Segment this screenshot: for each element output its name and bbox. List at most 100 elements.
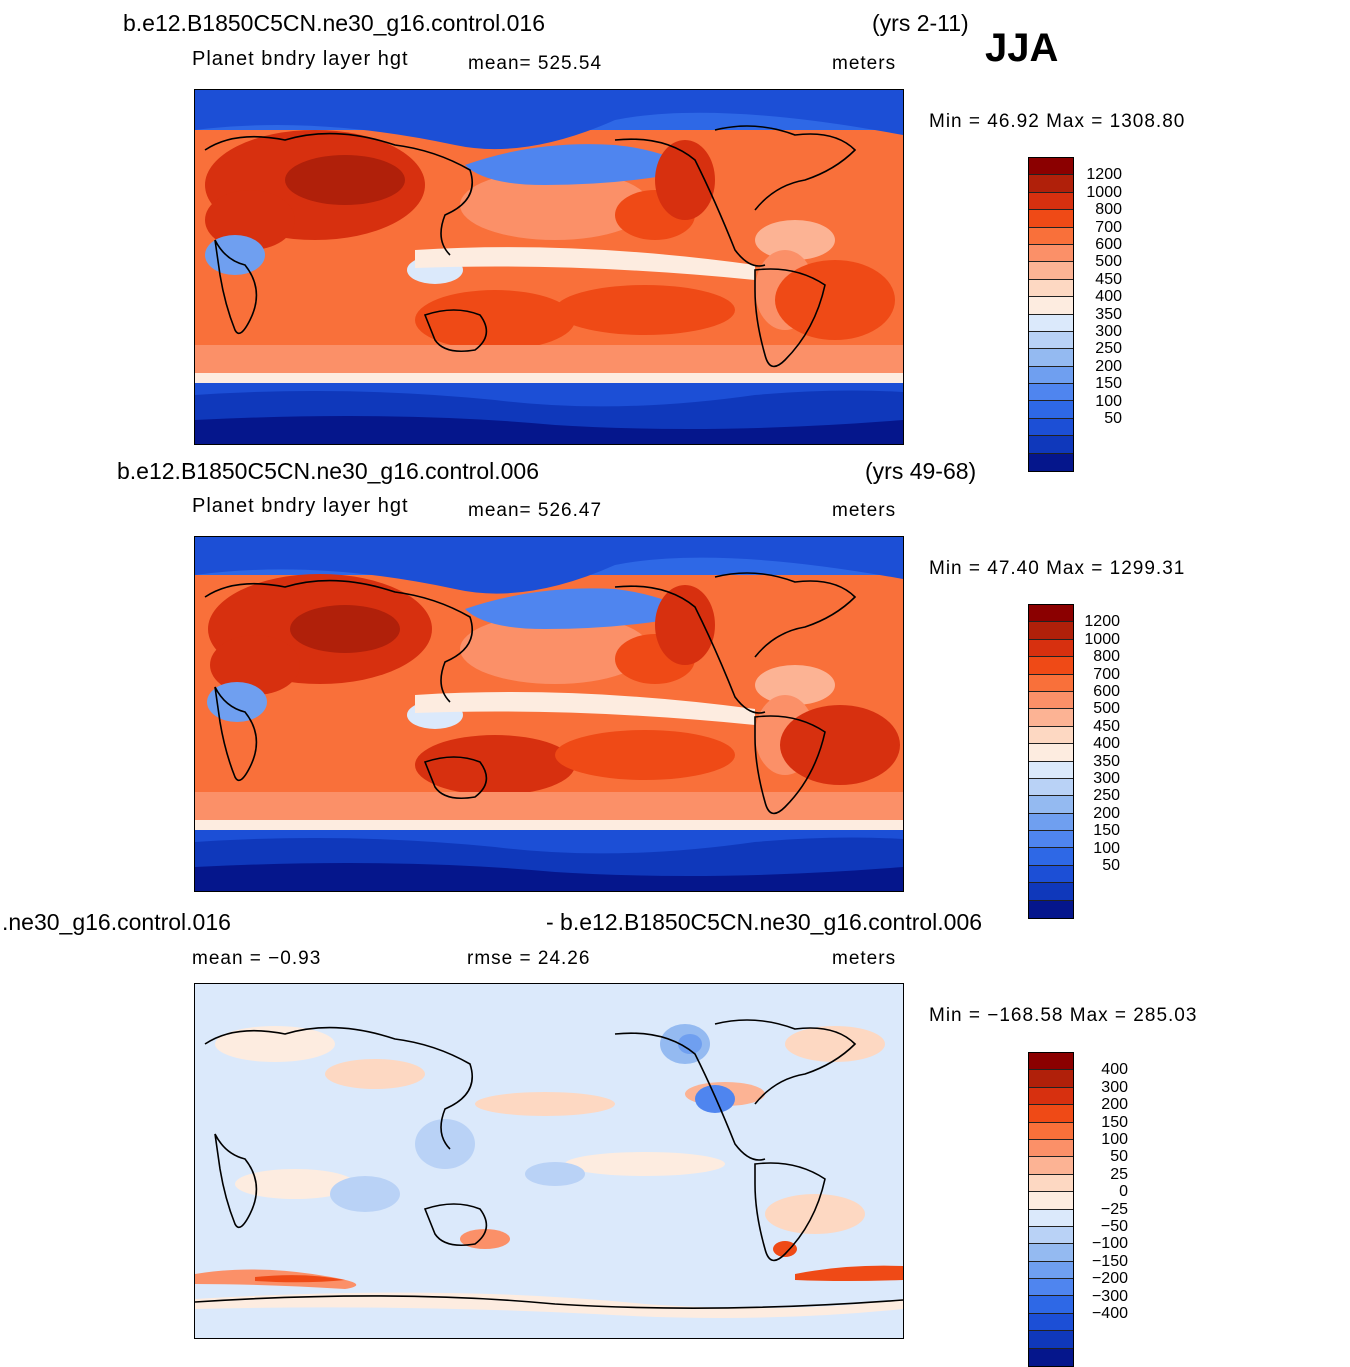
colorbar-swatch xyxy=(1029,1157,1073,1175)
colorbar-label: 400 xyxy=(1095,288,1122,306)
colorbar-label: −100 xyxy=(1091,1235,1128,1253)
colorbar-label: 400 xyxy=(1093,735,1120,753)
colorbar-swatch xyxy=(1029,1122,1073,1140)
colorbar-swatch xyxy=(1029,622,1073,640)
colorbar-swatch xyxy=(1029,314,1073,332)
colorbar-label: −300 xyxy=(1091,1287,1128,1305)
colorbar-swatch xyxy=(1029,227,1073,245)
colorbar-swatch xyxy=(1029,796,1073,814)
colorbar-swatch xyxy=(1029,331,1073,350)
colorbar-swatch xyxy=(1029,605,1073,623)
colorbar-swatch xyxy=(1029,813,1073,832)
colorbar-label: 450 xyxy=(1095,270,1122,288)
colorbar-swatch xyxy=(1029,674,1073,692)
colorbar-label: 150 xyxy=(1095,375,1122,393)
colorbar-swatch xyxy=(1029,436,1073,454)
colorbar-label: 0 xyxy=(1119,1183,1128,1201)
panel3-colorbar xyxy=(1028,1052,1074,1367)
panel1-mean: mean= 525.54 xyxy=(468,53,603,74)
colorbar-label: 100 xyxy=(1095,392,1122,410)
colorbar-label: −25 xyxy=(1100,1200,1128,1218)
panel2-minmax: Min = 47.40 Max = 1299.31 xyxy=(929,558,1186,579)
colorbar-swatch xyxy=(1029,778,1073,797)
colorbar-label: 25 xyxy=(1110,1165,1128,1183)
colorbar-label: 200 xyxy=(1101,1096,1128,1114)
panel1-case-title: b.e12.B1850C5CN.ne30_g16.control.016 xyxy=(123,10,545,36)
colorbar-swatch xyxy=(1029,744,1073,762)
colorbar-label: −200 xyxy=(1091,1270,1128,1288)
colorbar-label: 250 xyxy=(1093,787,1120,805)
colorbar-swatch xyxy=(1029,1139,1073,1158)
colorbar-swatch xyxy=(1029,865,1073,884)
colorbar-swatch xyxy=(1029,1348,1073,1367)
panel2-map-field xyxy=(195,537,903,891)
colorbar-label: 300 xyxy=(1095,323,1122,340)
panel2-case-title: b.e12.B1850C5CN.ne30_g16.control.006 xyxy=(117,458,539,484)
panel1-colorbar xyxy=(1028,157,1074,473)
colorbar-label: 200 xyxy=(1095,357,1122,375)
colorbar-label: 400 xyxy=(1101,1061,1128,1079)
colorbar-label: 500 xyxy=(1095,253,1122,271)
colorbar-swatch xyxy=(1029,883,1073,901)
colorbar-label: 800 xyxy=(1095,201,1122,219)
colorbar-swatch xyxy=(1029,297,1073,315)
colorbar-label: 700 xyxy=(1095,218,1122,236)
colorbar-swatch xyxy=(1029,1070,1073,1088)
colorbar-label: 150 xyxy=(1093,822,1120,840)
colorbar-label: 350 xyxy=(1095,305,1122,323)
colorbar-swatch xyxy=(1029,262,1073,280)
colorbar-swatch xyxy=(1029,900,1073,919)
panel1-map xyxy=(194,89,904,445)
colorbar-label: 150 xyxy=(1101,1113,1128,1131)
colorbar-swatch xyxy=(1029,158,1073,176)
colorbar-swatch xyxy=(1029,192,1073,211)
panel1-minmax: Min = 46.92 Max = 1308.80 xyxy=(929,111,1186,132)
colorbar-label: 300 xyxy=(1101,1078,1128,1096)
colorbar-swatch xyxy=(1029,1331,1073,1349)
colorbar-swatch xyxy=(1029,175,1073,193)
panel3-units: meters xyxy=(832,948,897,969)
colorbar-swatch xyxy=(1029,639,1073,658)
colorbar-swatch xyxy=(1029,1296,1073,1314)
colorbar-swatch xyxy=(1029,1261,1073,1280)
colorbar-swatch xyxy=(1029,244,1073,263)
panel3-map xyxy=(194,983,904,1339)
colorbar-label: 1000 xyxy=(1086,183,1122,201)
colorbar-label: 450 xyxy=(1093,717,1120,735)
colorbar-swatch xyxy=(1029,691,1073,710)
season-label: JJA xyxy=(985,26,1059,70)
colorbar-swatch xyxy=(1029,1313,1073,1332)
colorbar-swatch xyxy=(1029,1174,1073,1193)
panel3-case-title-left: .ne30_g16.control.016 xyxy=(2,909,231,935)
colorbar-swatch xyxy=(1029,761,1073,779)
colorbar-label: 200 xyxy=(1093,804,1120,822)
panel1-years: (yrs 2-11) xyxy=(872,10,969,36)
colorbar-swatch xyxy=(1029,726,1073,745)
colorbar-swatch xyxy=(1029,366,1073,385)
colorbar-label: 50 xyxy=(1110,1148,1128,1166)
colorbar-swatch xyxy=(1029,1192,1073,1210)
colorbar-label: 1000 xyxy=(1084,630,1120,648)
colorbar-label: 50 xyxy=(1102,857,1120,874)
colorbar-label: 600 xyxy=(1093,683,1120,700)
panel1-variable-name: Planet bndry layer hgt xyxy=(192,48,409,70)
panel2-colorbar xyxy=(1028,604,1074,920)
colorbar-swatch xyxy=(1029,1226,1073,1245)
colorbar-label: 1200 xyxy=(1084,613,1120,631)
colorbar-swatch xyxy=(1029,848,1073,866)
colorbar-swatch xyxy=(1029,279,1073,298)
colorbar-label: 250 xyxy=(1095,340,1122,358)
colorbar-label: 350 xyxy=(1093,752,1120,770)
colorbar-swatch xyxy=(1029,384,1073,402)
colorbar-swatch xyxy=(1029,418,1073,437)
colorbar-label: −150 xyxy=(1091,1252,1128,1270)
colorbar-label: 700 xyxy=(1093,665,1120,683)
colorbar-label: −400 xyxy=(1091,1305,1128,1322)
panel2-units: meters xyxy=(832,500,897,521)
colorbar-label: 800 xyxy=(1093,648,1120,666)
colorbar-swatch xyxy=(1029,1209,1073,1227)
panel2-mean: mean= 526.47 xyxy=(468,500,603,521)
panel3-map-field xyxy=(195,984,903,1338)
panel3-mean: mean = −0.93 xyxy=(192,948,322,969)
colorbar-label: 500 xyxy=(1093,700,1120,718)
